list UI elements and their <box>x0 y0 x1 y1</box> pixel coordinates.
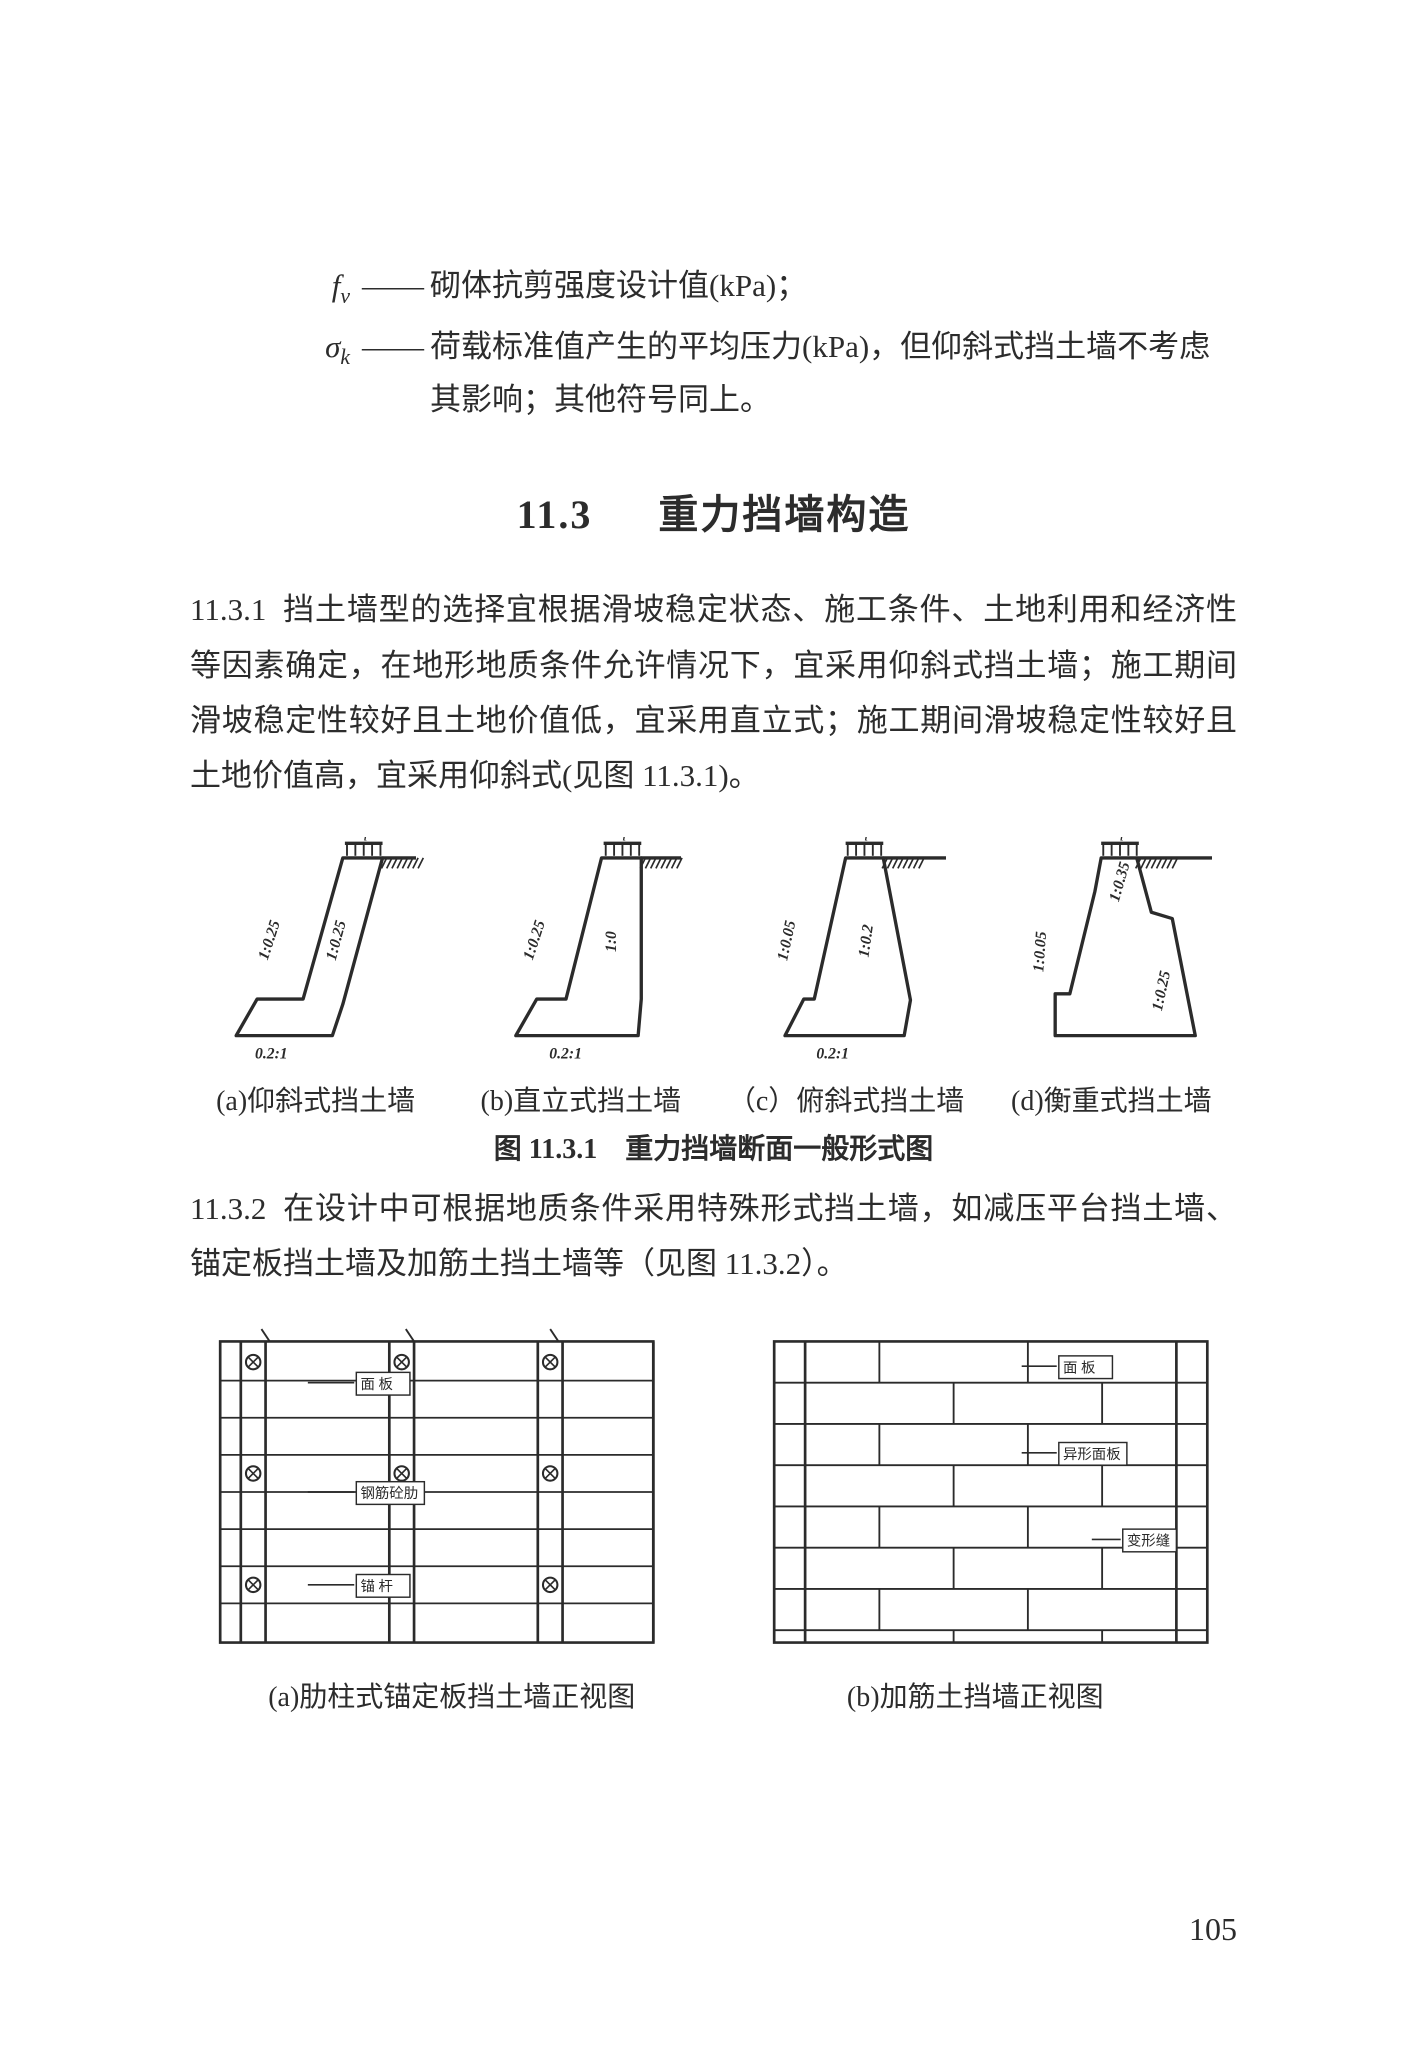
clause-number: 11.3.1 <box>190 592 266 627</box>
figure-11-3-2-a: 面 板钢筋砼肋锚 杆 <box>190 1327 684 1657</box>
svg-text:0.2:1: 0.2:1 <box>817 1046 850 1063</box>
svg-text:钢筋砼肋: 钢筋砼肋 <box>360 1486 418 1503</box>
wall-profile-svg: q 1:0.05 1:0.35 1:0.25 <box>986 837 1237 1067</box>
svg-text:1:0.25: 1:0.25 <box>520 918 549 962</box>
section-title: 重力挡墙构造 <box>658 492 910 537</box>
definition-symbol: fv <box>190 260 356 315</box>
svg-text:1:0.25: 1:0.25 <box>255 918 284 962</box>
section-number: 11.3 <box>517 492 593 537</box>
svg-text:q: q <box>1116 837 1124 841</box>
svg-text:1:0.05: 1:0.05 <box>775 919 800 962</box>
section-heading: 11.3 重力挡墙构造 <box>190 482 1237 540</box>
svg-text:1:0.2: 1:0.2 <box>856 924 877 959</box>
clause-text: 挡土墙型的选择宜根据滑坡稳定状态、施工条件、土地利用和经济性等因素确定，在地形地… <box>190 592 1237 793</box>
wall-profile: q 1:0.05 1:0.35 1:0.25 <box>986 837 1237 1067</box>
svg-text:1:0: 1:0 <box>603 931 620 952</box>
definition-row: fv——砌体抗剪强度设计值(kPa)； <box>190 260 1237 315</box>
definition-dash: —— <box>356 260 430 313</box>
figure-subcaption: (b)加筋土挡墙正视图 <box>714 1675 1238 1715</box>
figure-subcaption: (a)肋柱式锚定板挡土墙正视图 <box>190 1675 714 1715</box>
svg-text:0.2:1: 0.2:1 <box>550 1046 583 1063</box>
figure-11-3-2-b: 面 板异形面板变形缝 <box>744 1327 1238 1657</box>
wall-profile-svg: q 1:0.05 1:0.2 0.2:1 <box>720 837 971 1067</box>
clause-11-3-1: 11.3.1挡土墙型的选择宜根据滑坡稳定状态、施工条件、土地利用和经济性等因素确… <box>190 582 1237 803</box>
wall-profile-svg: q 1:0.25 1:0.25 0.2:1 <box>190 837 441 1067</box>
svg-text:面 板: 面 板 <box>360 1376 392 1393</box>
svg-text:1:0.25: 1:0.25 <box>1149 969 1174 1012</box>
definition-symbol: σk <box>190 321 356 376</box>
figure-11-3-1-subcaptions: (a)仰斜式挡土墙 (b)直立式挡土墙 （c）俯斜式挡土墙 (d)衡重式挡土墙 <box>190 1079 1237 1119</box>
svg-text:1:0.35: 1:0.35 <box>1106 860 1134 904</box>
page-number: 105 <box>1189 1911 1237 1948</box>
svg-text:q: q <box>360 837 368 841</box>
wall-profile: q 1:0.25 1:0 0.2:1 <box>455 837 706 1067</box>
svg-text:q: q <box>619 837 627 841</box>
svg-text:异形面板: 异形面板 <box>1062 1446 1120 1463</box>
figure-subcaption: (b)直立式挡土墙 <box>455 1079 706 1119</box>
figure-subcaption: （c）俯斜式挡土墙 <box>720 1079 971 1119</box>
definition-text: 荷载标准值产生的平均压力(kPa)，但仰斜式挡土墙不考虑其影响；其他符号同上。 <box>430 321 1237 426</box>
clause-number: 11.3.2 <box>190 1191 266 1226</box>
svg-text:变形缝: 变形缝 <box>1126 1533 1169 1550</box>
figure-subcaption: (d)衡重式挡土墙 <box>986 1079 1237 1119</box>
definition-dash: —— <box>356 321 430 374</box>
definition-row: σk——荷载标准值产生的平均压力(kPa)，但仰斜式挡土墙不考虑其影响；其他符号… <box>190 321 1237 426</box>
figure-11-3-2: 面 板钢筋砼肋锚 杆 面 板异形面板变形缝 <box>190 1327 1237 1657</box>
wall-profile: q 1:0.05 1:0.2 0.2:1 <box>720 837 971 1067</box>
wall-profile: q 1:0.25 1:0.25 0.2:1 <box>190 837 441 1067</box>
page: fv——砌体抗剪强度设计值(kPa)； σk——荷载标准值产生的平均压力(kPa)… <box>0 0 1427 2048</box>
svg-text:面 板: 面 板 <box>1062 1360 1094 1377</box>
clause-11-3-2: 11.3.2在设计中可根据地质条件采用特殊形式挡土墙，如减压平台挡土墙、锚定板挡… <box>190 1181 1237 1291</box>
definition-text: 砌体抗剪强度设计值(kPa)； <box>430 260 1237 313</box>
svg-text:0.2:1: 0.2:1 <box>255 1046 288 1063</box>
figure-11-3-2-subcaptions: (a)肋柱式锚定板挡土墙正视图(b)加筋土挡墙正视图 <box>190 1675 1237 1715</box>
rib-anchor-wall-svg: 面 板钢筋砼肋锚 杆 <box>190 1327 684 1657</box>
figure-subcaption: (a)仰斜式挡土墙 <box>190 1079 441 1119</box>
wall-profile-svg: q 1:0.25 1:0 0.2:1 <box>455 837 706 1067</box>
svg-text:q: q <box>861 837 869 841</box>
svg-text:锚 杆: 锚 杆 <box>360 1578 392 1595</box>
figure-11-3-1-title: 图 11.3.1 重力挡墙断面一般形式图 <box>190 1127 1237 1167</box>
reinforced-earth-wall-svg: 面 板异形面板变形缝 <box>744 1327 1238 1657</box>
svg-text:1:0.25: 1:0.25 <box>323 919 350 963</box>
svg-text:1:0.05: 1:0.05 <box>1030 931 1050 973</box>
symbol-definitions: fv——砌体抗剪强度设计值(kPa)； σk——荷载标准值产生的平均压力(kPa)… <box>190 260 1237 426</box>
figure-11-3-1: q 1:0.25 1:0.25 0.2:1 q 1:0.25 1:0 0.2:1 q 1:0.05… <box>190 837 1237 1067</box>
clause-text: 在设计中可根据地质条件采用特殊形式挡土墙，如减压平台挡土墙、锚定板挡土墙及加筋土… <box>190 1191 1237 1281</box>
